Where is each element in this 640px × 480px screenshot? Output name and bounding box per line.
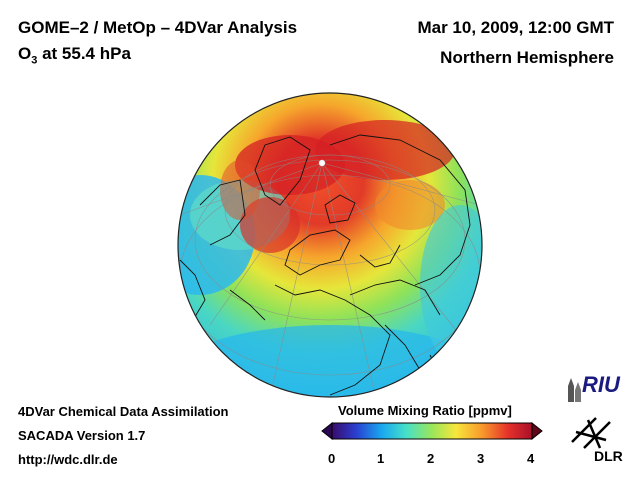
colorbar-tick: 0 [328, 451, 336, 466]
colorbar-max-arrow [531, 421, 543, 441]
riu-logo-icon [568, 378, 581, 402]
dlr-logo: DLR [594, 448, 623, 464]
footer-method: 4DVar Chemical Data Assimilation [18, 404, 229, 419]
riu-logo: RIU [582, 372, 620, 397]
globe-map [177, 92, 483, 398]
subtitle-species: O [18, 44, 32, 63]
ozone-field [178, 93, 482, 397]
region-label: Northern Hemisphere [440, 48, 614, 67]
colorbar-tick: 1 [377, 451, 385, 466]
footer-version: SACADA Version 1.7 [18, 428, 146, 443]
colorbar-label: Volume Mixing Ratio [ppmv] [338, 403, 512, 418]
subtitle-subscript: 3 [31, 54, 38, 67]
colorbar-min-arrow [321, 421, 333, 441]
analysis-date: Mar 10, 2009, 12:00 GMT [417, 18, 614, 37]
subtitle-level: at 55.4 hPa [37, 44, 131, 63]
colorbar [321, 421, 543, 441]
footer-url[interactable]: http://wdc.dlr.de [18, 452, 118, 467]
north-pole-marker [318, 159, 326, 167]
colorbar-tick: 3 [477, 451, 485, 466]
globe-outline [177, 92, 483, 398]
map-title: GOME–2 / MetOp – 4DVar Analysis [18, 18, 298, 37]
colorbar-tick: 4 [527, 451, 535, 466]
colorbar-tick: 2 [427, 451, 435, 466]
map-subtitle: O3 at 55.4 hPa [18, 44, 131, 66]
colorbar-gradient [331, 422, 533, 440]
dlr-logo-icon [571, 417, 611, 449]
